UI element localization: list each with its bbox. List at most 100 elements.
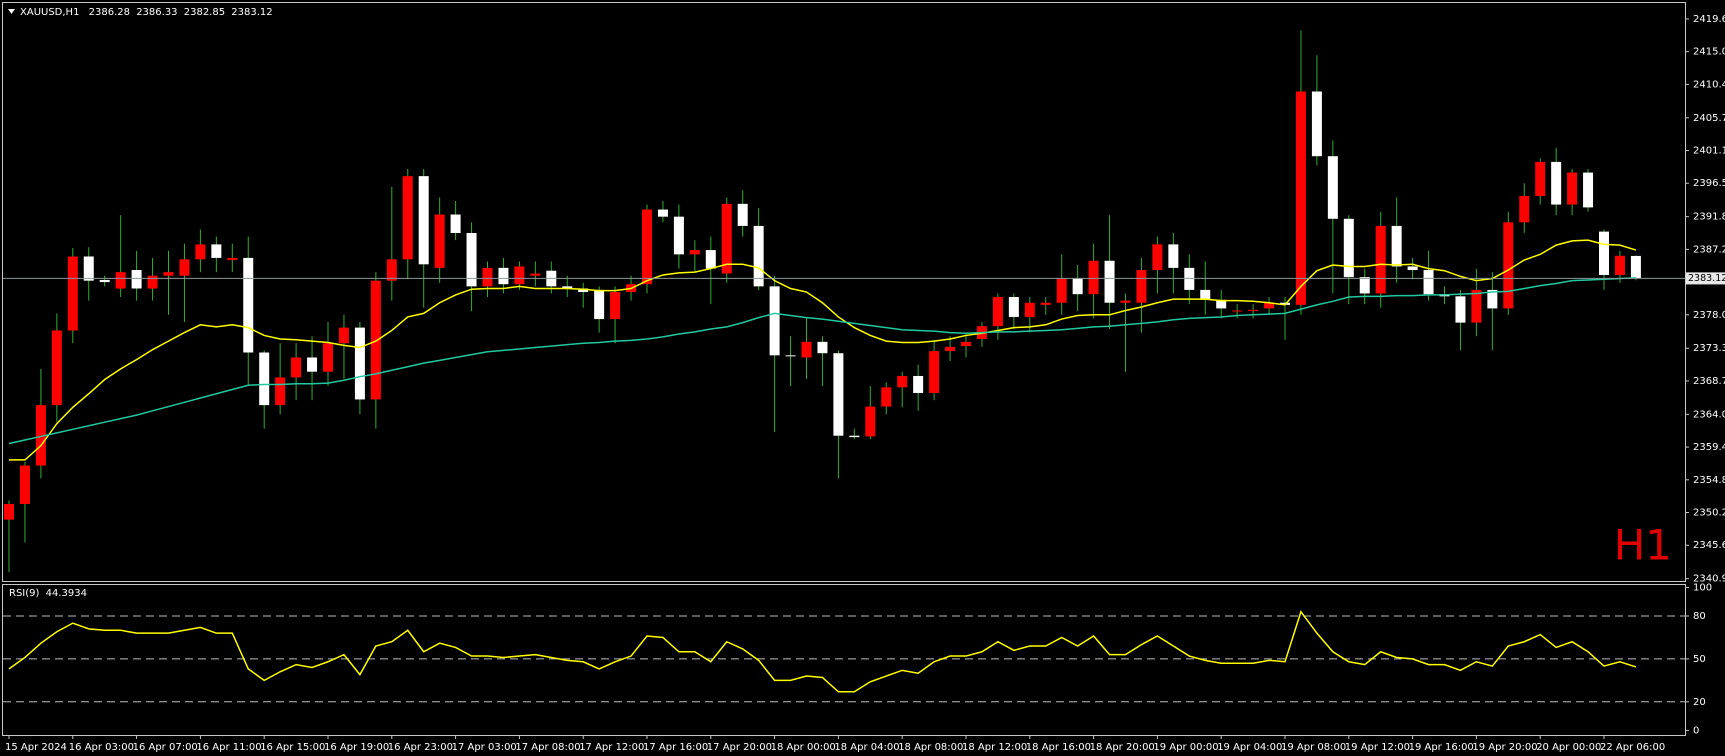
x-tick-label: 16 Apr 19:00 bbox=[324, 742, 389, 753]
y-tick-label: 2396.50 bbox=[1693, 178, 1725, 189]
candle-body bbox=[1088, 260, 1099, 295]
candle-body bbox=[131, 270, 142, 289]
candle-body bbox=[913, 375, 924, 394]
candle-body bbox=[1567, 172, 1578, 205]
bid-label: 2383.12 bbox=[1688, 273, 1725, 284]
candle-body bbox=[1471, 289, 1482, 323]
candle-body bbox=[992, 297, 1003, 327]
candle-body bbox=[1455, 296, 1466, 323]
candle-body bbox=[115, 272, 126, 289]
x-tick-label: 16 Apr 23:00 bbox=[388, 742, 453, 753]
candle-body bbox=[1104, 260, 1115, 303]
candle-body bbox=[67, 256, 78, 331]
candle-body bbox=[19, 465, 30, 504]
candle-body bbox=[1264, 302, 1275, 309]
x-tick-label: 17 Apr 03:00 bbox=[452, 742, 517, 753]
candle-body bbox=[259, 352, 270, 406]
candle-body bbox=[35, 405, 46, 466]
last-high: 2386.33 bbox=[136, 7, 177, 18]
y-tick-label: 2410.40 bbox=[1693, 79, 1725, 90]
candle-body bbox=[243, 257, 254, 353]
last-open: 2386.28 bbox=[89, 7, 130, 18]
candle-body bbox=[897, 375, 908, 388]
y-tick-label: 2359.40 bbox=[1693, 442, 1725, 453]
candle-body bbox=[163, 272, 174, 276]
moving-average bbox=[9, 239, 1637, 461]
x-tick-label: 19 Apr 16:00 bbox=[1409, 742, 1474, 753]
candle-body bbox=[881, 387, 892, 407]
candle-body bbox=[642, 209, 652, 285]
x-tick-label: 19 Apr 04:00 bbox=[1217, 742, 1282, 753]
candle-body bbox=[1487, 289, 1498, 309]
candle-body bbox=[211, 244, 222, 258]
x-tick-label: 15 Apr 2024 bbox=[5, 742, 67, 753]
candle-body bbox=[1423, 270, 1434, 295]
candle-body bbox=[450, 214, 461, 234]
timeframe-watermark: H1 bbox=[1614, 521, 1672, 570]
candle-body bbox=[354, 327, 365, 400]
candle-body bbox=[578, 288, 589, 293]
candle-body bbox=[721, 203, 732, 274]
candle-body bbox=[1216, 299, 1227, 309]
candle-body bbox=[673, 216, 684, 255]
candle-body bbox=[307, 357, 318, 372]
y-tick-label: 2368.70 bbox=[1693, 376, 1725, 387]
candle-body bbox=[1232, 310, 1243, 312]
rsi-last: 44.3934 bbox=[46, 588, 87, 599]
candle-body bbox=[817, 341, 828, 354]
candle-body bbox=[434, 214, 445, 268]
x-tick-label: 16 Apr 11:00 bbox=[196, 742, 261, 753]
candle-body bbox=[1056, 278, 1067, 303]
candle-body bbox=[1391, 225, 1402, 267]
y-tick-label: 2354.80 bbox=[1693, 475, 1725, 486]
candle-body bbox=[1008, 297, 1019, 317]
candle-body bbox=[833, 353, 844, 436]
rsi-header: RSI(9) 44.3934 bbox=[9, 588, 87, 599]
candle-body bbox=[1120, 300, 1131, 303]
candle-body bbox=[530, 273, 541, 276]
candle-body bbox=[865, 406, 876, 437]
candle-body bbox=[1503, 222, 1514, 309]
candle-body bbox=[657, 209, 668, 217]
candle-body bbox=[179, 259, 190, 276]
candle-body bbox=[801, 341, 812, 358]
x-tick-label: 18 Apr 00:00 bbox=[771, 742, 836, 753]
candle-body bbox=[737, 203, 748, 226]
candle-body bbox=[1248, 309, 1259, 311]
candle-body bbox=[1327, 156, 1338, 219]
x-tick-label: 18 Apr 16:00 bbox=[1026, 742, 1091, 753]
candle-body bbox=[1311, 91, 1322, 157]
y-tick-label: 50 bbox=[1693, 654, 1706, 665]
x-tick-label: 17 Apr 12:00 bbox=[579, 742, 644, 753]
menu-icon[interactable] bbox=[8, 9, 15, 14]
candle-body bbox=[4, 503, 14, 520]
candle-body bbox=[1535, 161, 1546, 197]
x-tick-label: 22 Apr 06:00 bbox=[1600, 742, 1665, 753]
candle-body bbox=[51, 330, 62, 406]
x-tick-label: 16 Apr 07:00 bbox=[133, 742, 198, 753]
bid-label-box bbox=[1686, 272, 1725, 285]
candle-body bbox=[1136, 270, 1147, 303]
y-tick-label: 2340.90 bbox=[1693, 574, 1725, 585]
x-tick-label: 18 Apr 04:00 bbox=[834, 742, 899, 753]
candle-body bbox=[338, 327, 349, 344]
candle-body bbox=[689, 250, 700, 255]
last-low: 2382.85 bbox=[184, 7, 225, 18]
candle-body bbox=[498, 267, 509, 285]
y-tick-label: 0 bbox=[1693, 725, 1699, 736]
candle-body bbox=[514, 266, 525, 285]
x-tick-label: 16 Apr 03:00 bbox=[69, 742, 134, 753]
candle-body bbox=[402, 176, 413, 260]
candle-body bbox=[1200, 289, 1211, 300]
y-tick-label: 2419.60 bbox=[1693, 14, 1725, 25]
y-tick-label: 2345.60 bbox=[1693, 540, 1725, 551]
candle-body bbox=[275, 377, 286, 406]
candle-body bbox=[1024, 302, 1035, 317]
x-tick-label: 17 Apr 08:00 bbox=[515, 742, 580, 753]
candle-body bbox=[769, 286, 780, 356]
x-tick-label: 19 Apr 00:00 bbox=[1153, 742, 1218, 753]
y-tick-label: 2364.00 bbox=[1693, 409, 1725, 420]
x-tick-label: 17 Apr 16:00 bbox=[643, 742, 708, 753]
